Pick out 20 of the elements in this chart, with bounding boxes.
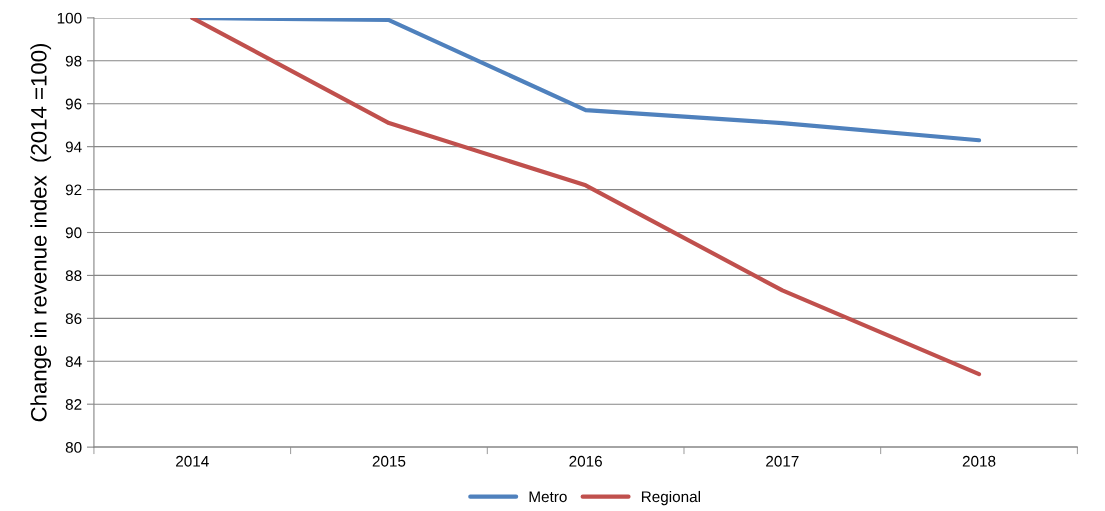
legend-label: Metro xyxy=(529,491,567,503)
y-axis-title: Change in revenue index (2014 =100) xyxy=(30,43,52,422)
y-tick-label: 86 xyxy=(65,313,82,325)
line-series xyxy=(190,17,982,377)
y-tick-label: 96 xyxy=(65,98,82,110)
y-tick-label: 88 xyxy=(65,270,82,282)
x-tick-label: 2017 xyxy=(766,455,799,467)
y-tick-label: 92 xyxy=(65,184,82,196)
y-tick-label: 100 xyxy=(57,12,82,24)
y-tick-label: 98 xyxy=(65,55,82,67)
x-tick-label: 2015 xyxy=(372,455,406,467)
x-tick-label: 2016 xyxy=(569,455,602,467)
y-tick-label: 80 xyxy=(65,441,82,453)
y-tick-label: 84 xyxy=(65,356,82,367)
x-tick-label: 2018 xyxy=(962,455,996,467)
y-tick-label: 82 xyxy=(65,399,82,410)
legend-label: Regional xyxy=(641,490,700,506)
x-tick-label: 2014 xyxy=(176,455,209,467)
y-tick-label: 94 xyxy=(65,141,82,153)
y-tick-label: 90 xyxy=(65,227,82,239)
